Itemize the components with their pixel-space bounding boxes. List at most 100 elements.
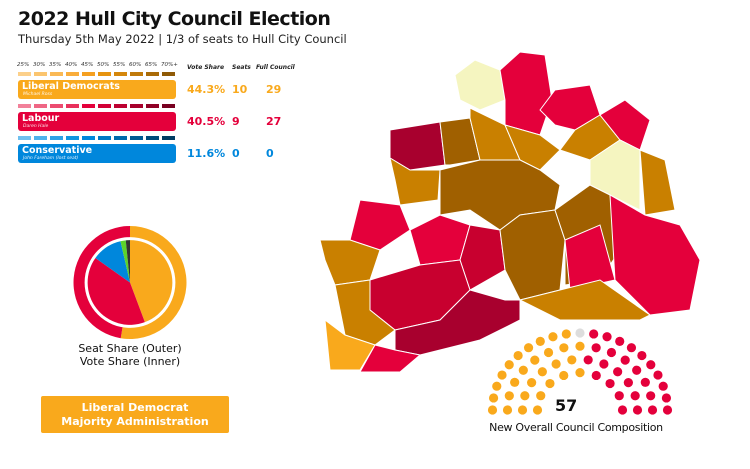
- seat-dot: [661, 393, 672, 403]
- council-composition-hemicycle: [487, 328, 673, 415]
- seat-dot: [535, 336, 545, 346]
- vote-share-slice: [130, 240, 173, 323]
- scale-swatch: [162, 104, 175, 108]
- ward: [639, 149, 676, 216]
- seat-dot: [591, 370, 601, 381]
- seat-dot: [567, 355, 577, 365]
- scale-swatch: [82, 72, 95, 76]
- majority-banner: Liberal Democrat Majority Administration: [41, 396, 229, 433]
- color-scale: [18, 104, 175, 108]
- ward: [439, 117, 481, 166]
- header-seats: Seats: [232, 64, 251, 71]
- seat-dot: [575, 341, 585, 351]
- page-subtitle: Thursday 5th May 2022 | 1/3 of seats to …: [18, 32, 347, 46]
- scale-swatch: [146, 136, 159, 140]
- ward: [504, 124, 561, 171]
- scale-swatch: [66, 136, 79, 140]
- scale-swatch: [162, 136, 175, 140]
- seat-dot: [536, 391, 546, 401]
- party-bar: Labour Daren Hale: [18, 112, 176, 131]
- seat-dot: [510, 377, 520, 387]
- scale-tick: 55%: [113, 62, 126, 68]
- seat-dot: [523, 343, 534, 353]
- seat-dot: [615, 336, 625, 346]
- ward: [389, 121, 446, 171]
- full-council: 0: [266, 147, 274, 160]
- party-bar: Liberal Democrats Michael Ross: [18, 80, 176, 99]
- ward: [499, 51, 553, 136]
- seat-dot: [632, 365, 642, 375]
- seat-dot: [497, 370, 507, 380]
- scale-swatch: [50, 136, 63, 140]
- party-leader: John Fareham (lost seat): [23, 156, 79, 161]
- ward: [599, 99, 651, 151]
- scale-swatch: [98, 72, 111, 76]
- seat-dot: [551, 359, 561, 369]
- scale-tick: 60%: [129, 62, 142, 68]
- party-bar: Conservative John Fareham (lost seat): [18, 144, 176, 163]
- party-name: Labour: [22, 113, 60, 124]
- seat-dot: [606, 347, 617, 358]
- seat-dot: [637, 350, 647, 361]
- composition-caption: New Overall Council Composition: [489, 421, 663, 434]
- seat-dot: [545, 378, 555, 389]
- ward: [454, 59, 506, 111]
- vote-share: 11.6%: [187, 147, 226, 160]
- seats: 10: [232, 83, 248, 96]
- seat-dot: [605, 378, 615, 389]
- seat-dot: [602, 332, 612, 342]
- seat-dot: [502, 405, 513, 415]
- scale-swatch: [34, 72, 47, 76]
- seat-dot: [599, 359, 609, 369]
- seat-dot: [492, 381, 502, 391]
- full-council: 27: [266, 115, 282, 128]
- seat-dot: [513, 350, 523, 361]
- total-seats: 57: [555, 396, 578, 415]
- ward: [459, 224, 506, 291]
- seat-dot: [532, 405, 543, 415]
- seat-dot: [620, 355, 630, 365]
- scale-swatch: [18, 136, 31, 140]
- full-council: 29: [266, 83, 282, 96]
- seat-dot: [527, 378, 537, 388]
- seat-dot: [614, 391, 624, 401]
- ward: [359, 344, 422, 373]
- seat-dot: [559, 370, 569, 381]
- seat-dot: [537, 367, 547, 377]
- vote-share-slice: [87, 258, 145, 325]
- scale-swatch: [50, 72, 63, 76]
- seat-dot: [589, 329, 599, 339]
- share-donut-chart: [73, 226, 187, 339]
- scale-swatch: [66, 104, 79, 108]
- seat-dot: [520, 391, 530, 401]
- vote-share-slice: [120, 240, 130, 283]
- seat-dot: [530, 355, 540, 365]
- scale-swatch: [130, 72, 143, 76]
- seat-dot: [646, 391, 656, 401]
- scale-tick: 65%: [145, 62, 158, 68]
- seat-dot: [632, 405, 643, 415]
- ward: [518, 279, 651, 321]
- scale-tick: 50%: [97, 62, 110, 68]
- page-title: 2022 Hull City Council Election: [18, 8, 331, 30]
- scale-swatch: [34, 104, 47, 108]
- scale-tick: 70%+: [161, 62, 178, 68]
- seat-dot: [518, 365, 528, 375]
- party-leader: Daren Hale: [23, 124, 49, 129]
- scale-swatch: [114, 72, 127, 76]
- ward: [349, 199, 411, 251]
- seat-dot: [653, 370, 663, 380]
- scale-swatch: [18, 72, 31, 76]
- seat-dot: [559, 343, 569, 353]
- seat-dot: [623, 378, 633, 388]
- seat-dot: [626, 343, 637, 353]
- seat-dot: [613, 367, 623, 377]
- seat-dot: [630, 391, 640, 401]
- vote-share-slice: [95, 241, 130, 283]
- scale-swatch: [114, 104, 127, 108]
- seat-dot: [575, 368, 585, 378]
- scale-swatch: [146, 104, 159, 108]
- header-vote-share: Vote Share: [187, 64, 225, 71]
- ward: [389, 156, 441, 206]
- scale-swatch: [130, 104, 143, 108]
